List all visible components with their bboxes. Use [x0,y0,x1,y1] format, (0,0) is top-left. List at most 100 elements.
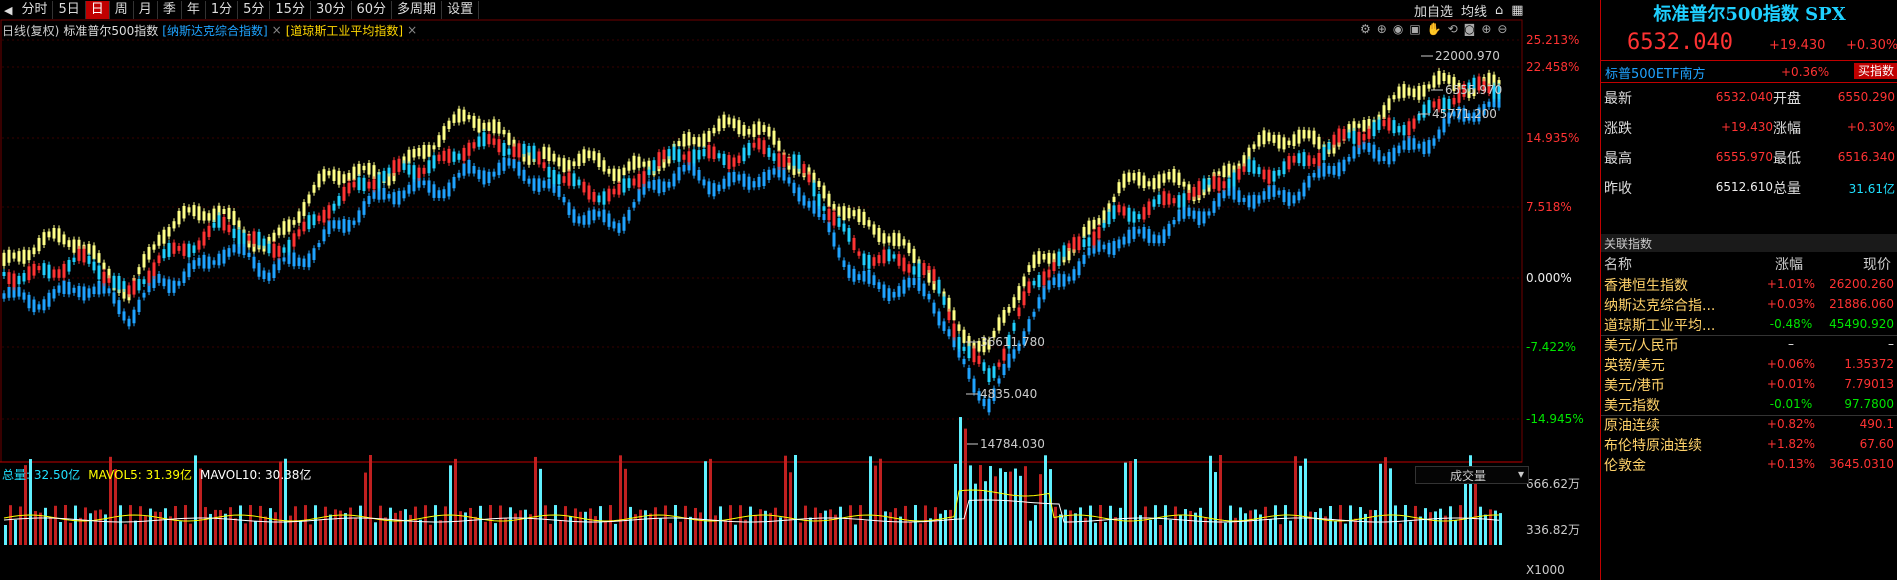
price-chart[interactable]: 22000.970 6555.970 45771.200 36611.780 4835.… [0,0,1600,580]
plus-icon[interactable]: ⊕ [1481,22,1492,36]
spx-candle [172,242,176,254]
volume-bar [1354,518,1357,545]
spx-candle [907,264,911,273]
home-icon[interactable]: ⌂ [1495,2,1504,18]
volume-bar [894,508,897,545]
volume-bar [1449,506,1452,545]
nasdaq-candle [602,209,606,223]
volume-bar [259,505,262,545]
spx-candle [477,136,481,147]
dow-candle [232,211,236,225]
period-tab-13[interactable]: 设置 [442,1,480,19]
period-tab-10[interactable]: 30分 [311,1,352,19]
period-tab-12[interactable]: 多周期 [392,1,443,19]
buy-index-button[interactable]: 买指数 [1854,63,1897,79]
dow-candle [202,211,206,221]
volume-dropdown[interactable]: 成交量 ▾ [1415,466,1529,484]
spx-candle [532,145,536,159]
etf-row[interactable]: 标普500ETF南方 +0.36% 买指数 [1601,61,1897,82]
nasdaq-candle [847,264,851,278]
chart-mode[interactable]: 日线(复权) [2,23,60,38]
volume-bar [979,465,982,545]
lock-icon[interactable]: ▣ [1409,22,1421,36]
spx-candle [862,253,866,266]
quote-value: 31.61亿 [1848,182,1895,196]
period-tab-5[interactable]: 季 [158,1,182,19]
hand-icon[interactable]: ✋ [1426,22,1442,36]
eye-icon[interactable]: ◉ [1392,22,1404,36]
ma-button[interactable]: 均线 [1461,4,1488,20]
overlay-nasdaq[interactable]: [纳斯达克综合指数] [162,23,268,38]
spx-candle [1407,121,1411,136]
nasdaq-candle [292,252,296,267]
period-tab-6[interactable]: 年 [182,1,206,19]
add-watch-button[interactable]: 加自选 [1414,4,1454,20]
volume-bar [734,524,737,545]
volume-bar [814,507,817,545]
period-tab-2[interactable]: 日 [85,1,110,19]
dow-candle [1032,254,1036,268]
period-tab-11[interactable]: 60分 [352,1,393,19]
related-row[interactable]: 布伦特原油连续 +1.82% 67.60 [1601,435,1897,455]
period-tab-8[interactable]: 5分 [238,1,271,19]
nasdaq-candle [647,181,651,189]
etf-name[interactable]: 标普500ETF南方 [1605,67,1706,82]
period-tab-7[interactable]: 1分 [206,1,239,19]
nasdaq-candle [1067,276,1071,282]
nasdaq-candle [1247,195,1251,208]
spx-candle [147,270,151,283]
nasdaq-candle [1222,189,1226,199]
spx-candle [412,165,416,180]
volume-bar [794,455,797,545]
volume-bar [1399,523,1402,545]
camera-icon[interactable]: ◙ [1463,22,1476,36]
period-tab-3[interactable]: 周 [110,1,134,19]
volume-bar [1464,474,1467,545]
volume-bar [1379,463,1382,545]
period-tab-4[interactable]: 月 [134,1,158,19]
spx-candle [812,182,816,197]
related-row[interactable]: 美元指数 -0.01% 97.7800 [1601,395,1897,415]
dow-candle [1382,105,1386,119]
related-row[interactable]: 道琼斯工业平均... -0.48% 45490.920 [1601,315,1897,335]
minus-icon[interactable]: ⊖ [1497,22,1508,36]
spx-candle [72,257,76,263]
grid-icon[interactable]: ▦ [1511,2,1524,18]
related-price: 490.1 [1859,417,1894,431]
period-tab-9[interactable]: 15分 [270,1,311,19]
nasdaq-candle [1367,142,1371,152]
related-row[interactable]: 美元/港币 +0.01% 7.79013 [1601,375,1897,395]
refresh-icon[interactable]: ⟲ [1447,22,1458,36]
nasdaq-candle [1277,190,1281,195]
related-row[interactable]: 美元/人民币 – – [1601,335,1897,355]
nasdaq-candle [1052,277,1056,286]
related-row[interactable]: 纳斯达克综合指... +0.03% 21886.060 [1601,295,1897,315]
spx-candle [702,148,706,157]
volume-bar [1439,508,1442,545]
related-row[interactable]: 香港恒生指数 +1.01% 26200.260 [1601,275,1897,295]
spx-candle [1392,120,1396,134]
settings-icon[interactable]: ⚙ [1360,22,1371,36]
nasdaq-candle [412,177,416,192]
volume-bar [604,520,607,545]
zoom-in-icon[interactable]: ⊕ [1376,22,1387,36]
related-row[interactable]: 原油连续 +0.82% 490.1 [1601,415,1897,435]
prev-icon[interactable]: ◀ [4,3,13,17]
nasdaq-candle [457,172,461,178]
dow-candle [187,207,191,213]
volume-bar [1234,517,1237,545]
dow-candle [1387,98,1391,111]
close-icon[interactable]: × [271,23,282,37]
related-name: 纳斯达克综合指... [1604,298,1716,314]
nasdaq-candle [782,167,786,181]
period-tab-0[interactable]: 分时 [16,1,54,19]
related-row[interactable]: 伦敦金 +0.13% 3645.0310 [1601,455,1897,475]
volume-bar [419,519,422,545]
overlay-dow[interactable]: [道琼斯工业平均指数] [285,23,404,38]
spx-candle [842,223,846,232]
nasdaq-candle [357,210,361,223]
nasdaq-candle [417,176,421,188]
period-tab-1[interactable]: 5日 [53,1,86,19]
related-row[interactable]: 英镑/美元 +0.06% 1.35372 [1601,355,1897,375]
close-icon[interactable]: × [407,23,418,37]
